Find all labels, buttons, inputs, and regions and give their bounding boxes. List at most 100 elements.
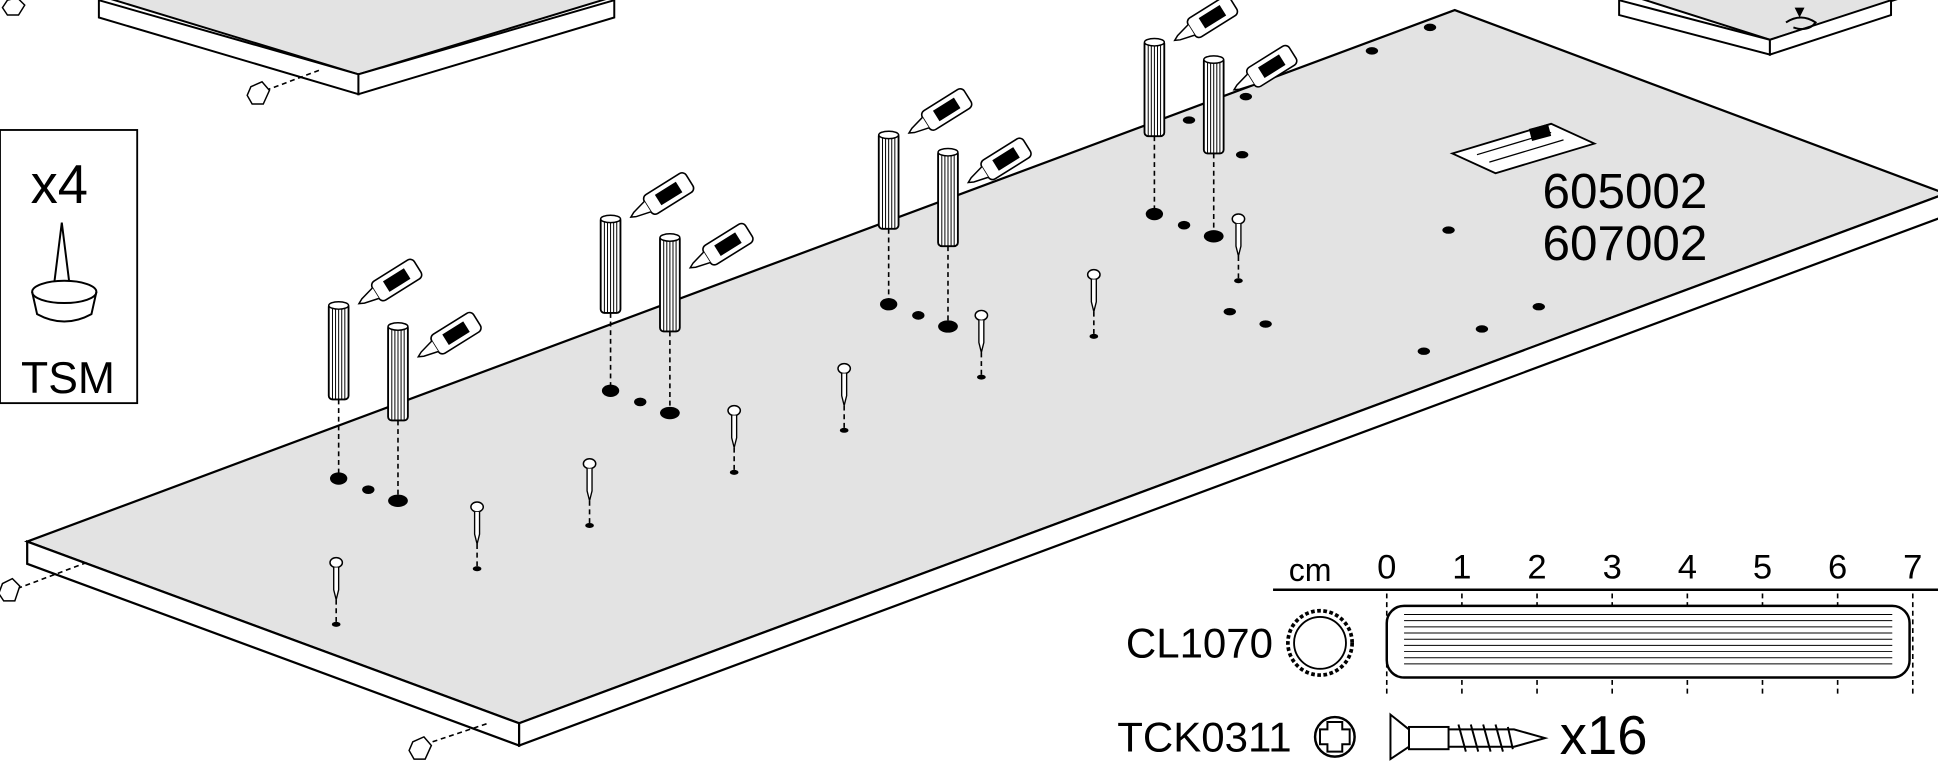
hole — [1145, 207, 1164, 221]
hole — [1239, 92, 1253, 101]
dowel-end — [387, 322, 409, 331]
part-code: TCK0311 — [1117, 714, 1291, 761]
hole — [729, 469, 739, 475]
ruler-label: 6 — [1828, 549, 1847, 587]
screw-head — [1231, 213, 1246, 225]
hole — [839, 427, 849, 433]
bottle-nozzle — [907, 116, 930, 134]
screw-shank — [1090, 279, 1097, 312]
panel-code: 605002 — [1542, 164, 1707, 219]
screw-head — [582, 458, 597, 470]
screw-head — [837, 362, 852, 375]
dowel — [659, 233, 681, 333]
bottle-label — [992, 147, 1020, 171]
part-code: CL1070 — [1126, 620, 1273, 667]
hole — [1532, 303, 1545, 311]
hole — [1423, 23, 1437, 32]
glue-bottle — [629, 172, 695, 218]
hole — [472, 566, 482, 572]
glue-bottle — [1173, 0, 1239, 42]
hole — [362, 485, 375, 494]
hole — [601, 384, 620, 397]
bottle-nozzle — [966, 166, 989, 184]
screw-shank — [1235, 223, 1242, 257]
hole — [1182, 116, 1196, 124]
bottle-nozzle — [357, 287, 380, 305]
felt-quantity: x4 — [31, 154, 88, 215]
bottle-label — [932, 97, 961, 122]
bottle-nozzle — [629, 200, 652, 218]
bottle-label — [654, 181, 683, 206]
screw-shank — [841, 373, 848, 406]
bottle-label — [714, 232, 742, 256]
hole — [1223, 307, 1236, 316]
hole — [634, 397, 647, 407]
hole — [880, 298, 898, 311]
dowel — [1202, 55, 1225, 155]
glue-bottle — [966, 137, 1032, 184]
screw — [470, 501, 485, 572]
hole — [388, 494, 408, 507]
hole — [585, 523, 594, 528]
ruler: cm 0 1 2 3 4 5 6 7 — [1273, 549, 1938, 695]
dowel-end — [659, 233, 681, 242]
screw — [1086, 268, 1101, 339]
screw-head — [1086, 268, 1101, 281]
panel-code: 607002 — [1542, 216, 1707, 271]
ruler-label: 4 — [1678, 549, 1697, 587]
felt-box: x4 TSM — [0, 129, 139, 405]
dowel-end — [878, 130, 900, 140]
screw — [329, 556, 344, 627]
board-top-right — [1618, 0, 1898, 56]
hole — [1417, 347, 1431, 355]
bottle-nozzle — [688, 251, 711, 269]
hole — [977, 374, 986, 380]
glue-bottle — [357, 258, 423, 305]
hole — [1442, 226, 1455, 234]
bottle-nozzle — [1232, 73, 1255, 91]
hole — [1235, 150, 1249, 159]
screw-part: TCK0311 x16 — [1117, 705, 1647, 763]
ruler-label: 3 — [1603, 549, 1622, 587]
screw-head — [329, 556, 344, 569]
felt-code: TSM — [21, 354, 115, 403]
hole — [1475, 325, 1489, 333]
screw — [1231, 213, 1246, 284]
glue-bottle — [1232, 44, 1298, 91]
dowel-end — [1143, 37, 1166, 47]
board-top-left — [1, 0, 616, 105]
screw — [974, 309, 989, 380]
fittings — [327, 0, 1545, 627]
hole — [1234, 278, 1243, 284]
dowel-end — [328, 301, 350, 310]
dowel — [387, 322, 409, 422]
dowel — [877, 130, 900, 230]
hole — [1089, 333, 1099, 339]
ruler-label: 0 — [1377, 549, 1396, 587]
part-quantity: x16 — [1560, 705, 1648, 763]
screw-head — [727, 404, 742, 417]
hole — [912, 311, 925, 320]
glue-bottle — [907, 87, 973, 134]
dowel-part: CL1070 — [1126, 604, 1911, 679]
dowel — [937, 147, 959, 248]
screw-shank — [333, 567, 340, 600]
dowel-end — [1203, 55, 1225, 64]
screw — [582, 458, 597, 528]
dowel — [327, 301, 350, 401]
dowel — [1143, 37, 1166, 138]
ruler-label: 2 — [1527, 549, 1546, 587]
screw-shank — [978, 320, 985, 353]
screw — [727, 404, 742, 475]
ruler-unit: cm — [1289, 552, 1332, 588]
screw-shank — [473, 511, 481, 545]
dowel — [599, 214, 622, 314]
ruler-label: 7 — [1903, 549, 1922, 587]
bottle-label — [442, 321, 470, 345]
screw-shank — [586, 468, 593, 501]
hole — [1365, 47, 1379, 55]
bottle-label — [1198, 4, 1227, 29]
bottle-nozzle — [416, 340, 439, 358]
hole — [331, 621, 341, 627]
